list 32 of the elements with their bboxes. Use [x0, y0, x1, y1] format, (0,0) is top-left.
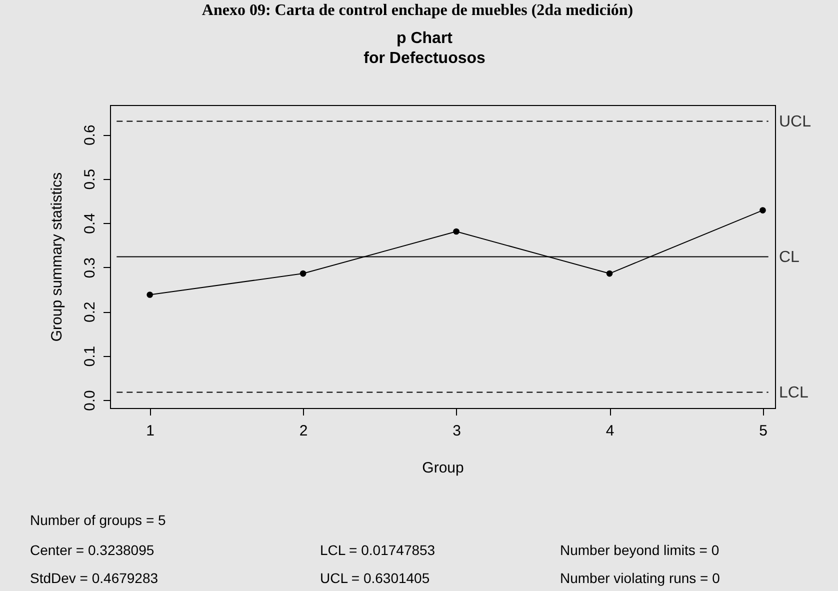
x-tick-label: 1: [146, 422, 155, 440]
point: [453, 228, 460, 235]
ref-line-label: UCL: [779, 113, 812, 130]
point: [760, 207, 766, 214]
ref-line-label: CL: [779, 248, 800, 266]
y-tick-label: 0.6: [82, 124, 98, 146]
x-axis-title: Group: [422, 460, 464, 476]
text: Number of groups = 5: [30, 512, 166, 528]
point: [606, 270, 613, 277]
text: StdDev = 0.4679283: [30, 570, 158, 586]
text: LCL = 0.01747853: [320, 542, 436, 558]
text: Anexo 09: Carta de control enchape de muebles (2da medición): [202, 2, 634, 19]
x-tick-label: 5: [759, 422, 768, 440]
text: UCL = 0.6301405: [320, 570, 430, 586]
y-tick-label: 0.4: [82, 213, 98, 234]
point: [146, 292, 153, 298]
point: [300, 270, 306, 277]
y-tick-label: 0.1: [82, 346, 98, 367]
y-tick-label: 0.3: [82, 257, 98, 278]
x-tick-label: 3: [452, 422, 461, 440]
ref-line-label: LCL: [779, 384, 808, 402]
y-axis-title: Group summary statistics: [48, 172, 66, 342]
chart-title: p Chart: [396, 30, 454, 47]
text: Number violating runs = 0: [560, 570, 720, 586]
text: Number beyond limits = 0: [560, 542, 720, 558]
y-tick-label: 0.5: [82, 168, 98, 190]
chart-subtitle: for Defectuosos: [364, 50, 486, 67]
y-tick-label: 0.0: [82, 390, 98, 411]
x-tick-label: 4: [606, 422, 614, 440]
x-tick-label: 2: [299, 422, 308, 440]
text: Center = 0.3238095: [30, 542, 154, 558]
y-tick-label: 0.2: [82, 302, 98, 322]
